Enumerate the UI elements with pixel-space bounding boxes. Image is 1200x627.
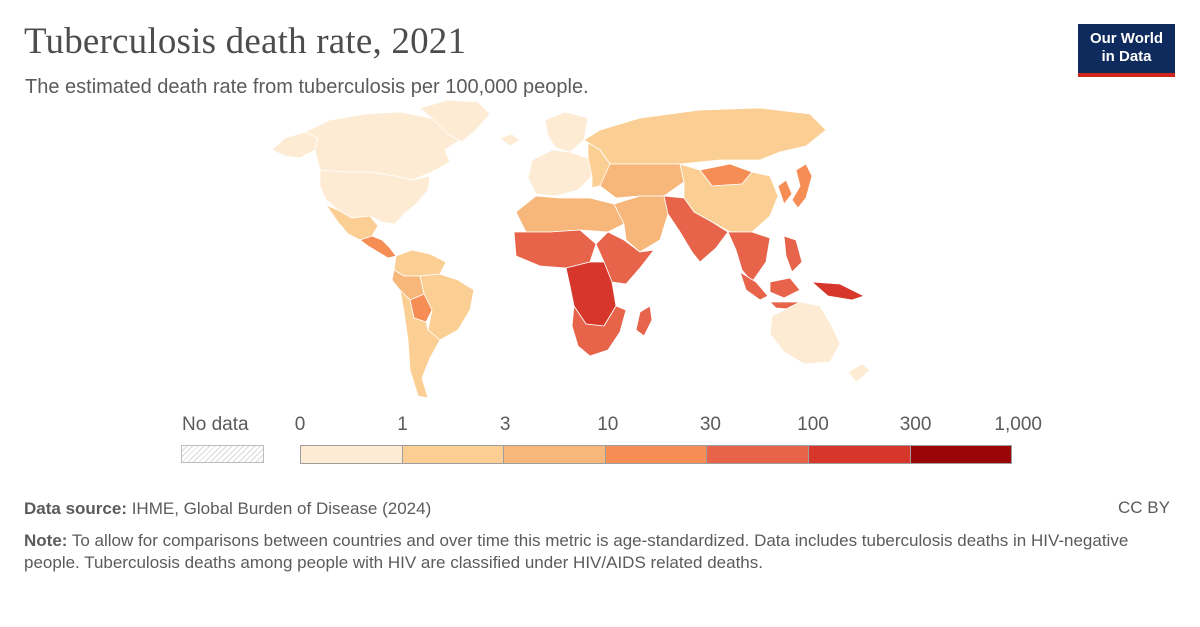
- region-middle-east[interactable]: [613, 195, 669, 253]
- legend-tick-label: 10: [597, 414, 619, 435]
- world-map[interactable]: [0, 0, 1200, 410]
- data-source: Data source: IHME, Global Burden of Dise…: [24, 498, 431, 520]
- region-south-america-north[interactable]: [393, 249, 447, 277]
- region-western-europe[interactable]: [527, 149, 593, 197]
- region-horn-of-africa[interactable]: [595, 231, 655, 285]
- legend-tick-label: 3: [499, 414, 511, 435]
- region-philippines[interactable]: [783, 235, 803, 273]
- region-north-africa[interactable]: [515, 195, 625, 233]
- region-iceland[interactable]: [499, 133, 521, 147]
- region-russia[interactable]: [583, 107, 827, 165]
- region-mexico[interactable]: [325, 204, 379, 241]
- legend-bin-3[interactable]: [604, 445, 708, 464]
- region-central-america[interactable]: [359, 235, 397, 259]
- legend-bin-5[interactable]: [807, 445, 911, 464]
- license-link[interactable]: CC BY: [1118, 498, 1170, 517]
- region-southern-cone[interactable]: [399, 289, 441, 399]
- region-south-asia[interactable]: [663, 195, 729, 263]
- owid-logo[interactable]: Our World in Data: [1078, 24, 1175, 77]
- region-korea-japan[interactable]: [777, 163, 813, 209]
- logo-line-2: in Data: [1101, 48, 1152, 65]
- region-australia[interactable]: [769, 301, 841, 365]
- region-new-guinea[interactable]: [811, 281, 865, 301]
- legend-tick-label: 30: [699, 414, 721, 435]
- legend-bin-0[interactable]: [300, 445, 403, 464]
- chart-subtitle: The estimated death rate from tuberculos…: [25, 76, 589, 98]
- region-central-asia[interactable]: [599, 163, 685, 199]
- legend-no-data-swatch: [181, 445, 264, 463]
- region-scandinavia[interactable]: [544, 111, 589, 153]
- chart-note: Note: To allow for comparisons between c…: [24, 530, 1134, 574]
- legend-no-data-label: No data: [182, 414, 249, 435]
- note-text: To allow for comparisons between countri…: [24, 531, 1129, 572]
- legend-bin-1[interactable]: [401, 445, 505, 464]
- legend-tick-label: 300: [899, 414, 932, 435]
- legend-bin-6[interactable]: [909, 445, 1013, 464]
- legend-bin-2[interactable]: [503, 445, 606, 464]
- legend-tick-label: 1: [397, 414, 408, 435]
- region-usa[interactable]: [319, 169, 431, 225]
- legend-color-bins: [300, 445, 1013, 465]
- chart-title: Tuberculosis death rate, 2021: [24, 21, 467, 62]
- region-canada[interactable]: [304, 111, 461, 181]
- logo-line-1: Our World: [1089, 30, 1164, 47]
- data-source-label: Data source:: [24, 499, 127, 518]
- legend-tick-label: 0: [294, 414, 306, 435]
- legend-bin-4[interactable]: [706, 445, 809, 464]
- legend-tick-label: 100: [797, 414, 829, 435]
- region-greenland[interactable]: [419, 99, 491, 143]
- region-madagascar[interactable]: [635, 305, 653, 337]
- region-southern-africa[interactable]: [571, 305, 627, 357]
- region-west-africa[interactable]: [513, 229, 597, 269]
- region-southeast-asia[interactable]: [727, 231, 771, 283]
- data-source-text[interactable]: IHME, Global Burden of Disease (2024): [126, 499, 432, 518]
- note-label: Note:: [24, 531, 68, 550]
- region-alaska[interactable]: [271, 131, 319, 159]
- region-new-zealand[interactable]: [847, 363, 871, 383]
- legend-tick-label: 1,000: [994, 414, 1042, 435]
